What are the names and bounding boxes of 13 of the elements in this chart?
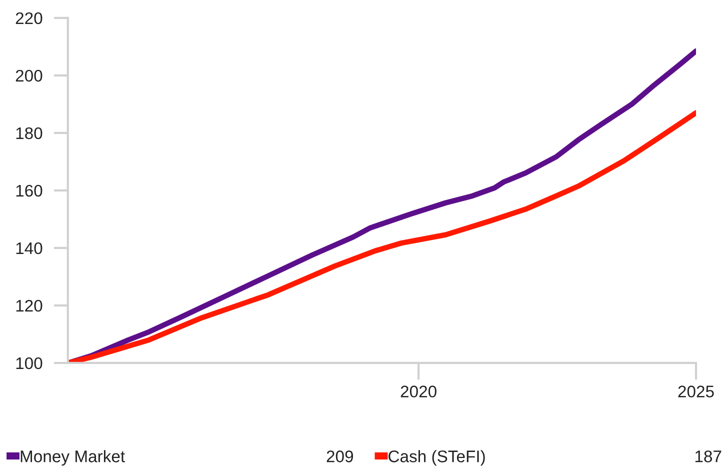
- x-tick-label: 2025: [678, 386, 714, 398]
- y-tick-label: 180: [16, 127, 42, 140]
- text: 209: [326, 450, 353, 462]
- legend-label: Cash (STeFI): [388, 450, 485, 466]
- y-tick-label: 200: [16, 70, 42, 82]
- y-tick-label: 120: [16, 300, 42, 312]
- y-tick-label: 220: [16, 12, 42, 24]
- x-tick-label: 2020: [400, 386, 436, 398]
- text: 187: [695, 450, 722, 462]
- y-tick-label: 140: [16, 242, 42, 254]
- y-tick-label: 160: [16, 184, 42, 197]
- y-tick-label: 100: [16, 357, 42, 370]
- legend-label: Money Market: [20, 450, 125, 466]
